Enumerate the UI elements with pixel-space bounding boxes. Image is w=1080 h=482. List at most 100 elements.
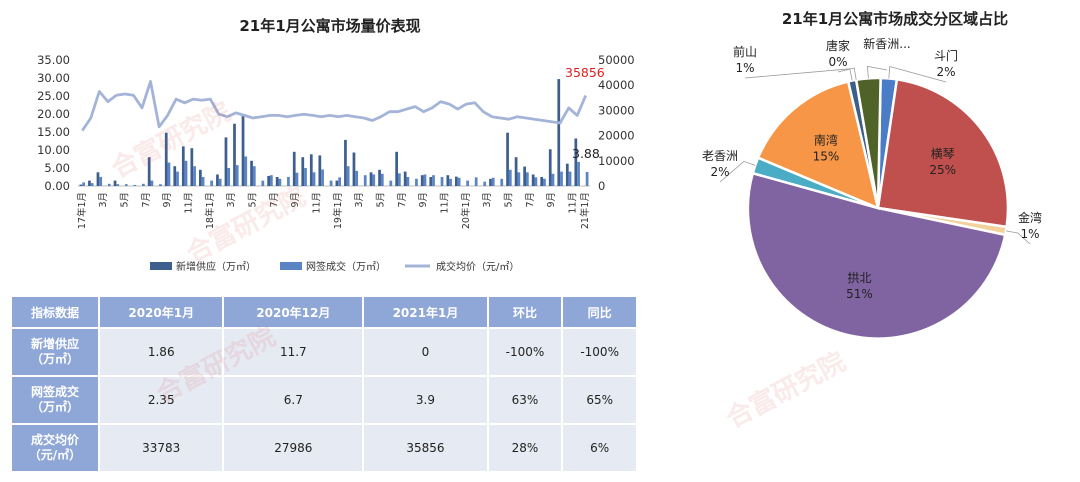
x-tick-label: 5月 bbox=[247, 192, 258, 208]
x-tick-label: 18年1月 bbox=[204, 192, 216, 229]
combo-chart: 21年1月公寓市场量价表现 0.00 5.00 10.00 15.00 20.00 25.… bbox=[37, 17, 635, 273]
row-header-unit: （元/㎡） bbox=[28, 448, 82, 462]
bar-supply bbox=[514, 157, 518, 186]
legend-label-price: 成交均价（元/㎡） bbox=[436, 260, 519, 273]
bar-deal bbox=[116, 184, 120, 186]
bar-deal bbox=[543, 178, 546, 186]
pie-label-name: 横琴 bbox=[931, 147, 955, 161]
table-cell: -100% bbox=[561, 327, 638, 377]
x-tick-label: 3月 bbox=[482, 192, 493, 208]
pie-label-name: 拱北 bbox=[847, 271, 871, 285]
bar-deal bbox=[270, 175, 273, 186]
legend-swatch-supply bbox=[150, 262, 172, 270]
bar-deal bbox=[295, 172, 299, 186]
bar-deal bbox=[372, 174, 376, 186]
y2-tick-label: 40000 bbox=[598, 78, 635, 92]
bar-supply bbox=[267, 175, 270, 186]
table-row: 成交均价 （元/㎡） 33783 27986 35856 28% 6% bbox=[10, 423, 638, 473]
bar-deal bbox=[338, 177, 341, 186]
bar-deal bbox=[577, 161, 580, 186]
combo-legend: 新增供应（万㎡） 网签成交（万㎡） 成交均价（元/㎡） bbox=[150, 260, 519, 273]
table-header: 指标数据 bbox=[10, 295, 100, 329]
table-header: 环比 bbox=[486, 295, 564, 329]
table-cell: 1.86 bbox=[97, 327, 225, 377]
bar-supply bbox=[446, 175, 450, 186]
pie-slice bbox=[876, 77, 1010, 229]
bar-deal bbox=[423, 174, 427, 186]
y2-tick-label: 0 bbox=[598, 179, 605, 193]
bar-deal bbox=[568, 171, 572, 186]
table-cell: 11.7 bbox=[222, 327, 365, 377]
table-cell: 28% bbox=[486, 423, 564, 473]
combo-chart-ticks: 0.00 5.00 10.00 15.00 20.00 25.00 30.00 35.00 0 1… bbox=[37, 53, 635, 229]
bar-deal bbox=[304, 168, 307, 186]
pie-label-value: 51% bbox=[846, 287, 873, 301]
pie-label-name: 斗门 bbox=[934, 48, 958, 63]
legend-label-deal: 网签成交（万㎡） bbox=[306, 260, 386, 273]
pie-chart: 21年1月公寓市场成交分区域占比 斗门 2% 横琴 25% 金湾 1% 拱北 51% 老香洲 2%… bbox=[702, 10, 1042, 340]
pie-label-name: 老香洲 bbox=[702, 149, 738, 163]
y2-tick-label: 50000 bbox=[598, 53, 635, 67]
combo-chart-line bbox=[81, 80, 587, 132]
indicator-table: 指标数据 2020年1月 2020年12月 2021年1月 环比 同比 新增供应… bbox=[10, 295, 638, 473]
y-tick-label: 15.00 bbox=[37, 125, 70, 139]
table-header-row: 指标数据 2020年1月 2020年12月 2021年1月 环比 同比 bbox=[10, 295, 638, 329]
bar-deal bbox=[167, 162, 171, 186]
y-tick-label: 0.00 bbox=[44, 179, 70, 193]
y-tick-label: 35.00 bbox=[37, 53, 70, 67]
bar-supply bbox=[88, 180, 91, 186]
bar-deal bbox=[176, 171, 179, 186]
bar-deal bbox=[278, 178, 282, 186]
table-cell: -100% bbox=[486, 327, 564, 377]
bar-supply bbox=[352, 152, 356, 186]
bar-supply bbox=[565, 163, 569, 186]
combo-chart-title: 21年1月公寓市场量价表现 bbox=[239, 17, 420, 35]
annotation-latest-price: 35856 bbox=[565, 65, 605, 80]
bar-supply bbox=[369, 172, 373, 186]
pie-label-name: 金湾 bbox=[1018, 210, 1042, 225]
pie-leader-line bbox=[719, 160, 756, 183]
row-header-unit: （万㎡） bbox=[30, 400, 79, 414]
pie-label-value: 0% bbox=[828, 55, 847, 69]
bar-supply bbox=[292, 151, 296, 186]
pie-slices bbox=[746, 76, 1010, 340]
table-cell: 65% bbox=[561, 375, 638, 425]
bar-deal bbox=[201, 177, 205, 186]
bar-deal bbox=[474, 177, 478, 186]
bar-supply bbox=[96, 172, 100, 186]
bar-deal bbox=[491, 177, 495, 186]
bar-deal bbox=[193, 166, 196, 186]
pie-labels: 斗门 2% 横琴 25% 金湾 1% 拱北 51% 老香洲 2% 南湾 15% 前山 1% 唐家 0% 新香洲.… bbox=[702, 36, 1042, 301]
bar-supply bbox=[164, 132, 168, 186]
bar-deal bbox=[363, 175, 367, 186]
bar-deal bbox=[107, 183, 111, 186]
bar-supply bbox=[395, 151, 398, 186]
bar-deal bbox=[398, 173, 401, 186]
bar-supply bbox=[199, 169, 202, 186]
y-tick-label: 25.00 bbox=[37, 89, 70, 103]
pie-label-name: 唐家 bbox=[826, 38, 850, 53]
bar-supply bbox=[190, 148, 194, 186]
bar-deal bbox=[551, 173, 555, 186]
bar-supply bbox=[275, 177, 279, 186]
x-tick-label: 7月 bbox=[397, 192, 408, 208]
legend-label-supply: 新增供应（万㎡） bbox=[176, 260, 256, 273]
bar-supply bbox=[173, 166, 177, 186]
y-tick-label: 10.00 bbox=[37, 143, 70, 157]
bar-deal bbox=[432, 175, 435, 186]
y2-tick-label: 20000 bbox=[598, 129, 635, 143]
x-tick-label: 11月 bbox=[439, 192, 450, 214]
pie-label-value: 1% bbox=[735, 61, 754, 75]
table-header: 同比 bbox=[561, 295, 638, 329]
bar-deal bbox=[346, 166, 350, 186]
bar-deal bbox=[252, 166, 256, 186]
x-tick-label: 7月 bbox=[525, 192, 536, 208]
x-tick-label: 9月 bbox=[418, 192, 429, 208]
bar-supply bbox=[489, 178, 492, 186]
bar-deal bbox=[82, 182, 85, 186]
bar-supply bbox=[403, 171, 407, 186]
bar-supply bbox=[420, 175, 424, 186]
pie-slice bbox=[746, 171, 1007, 340]
annotation-latest-deal: 3.88 bbox=[572, 146, 600, 161]
combo-chart-bars bbox=[79, 79, 589, 186]
